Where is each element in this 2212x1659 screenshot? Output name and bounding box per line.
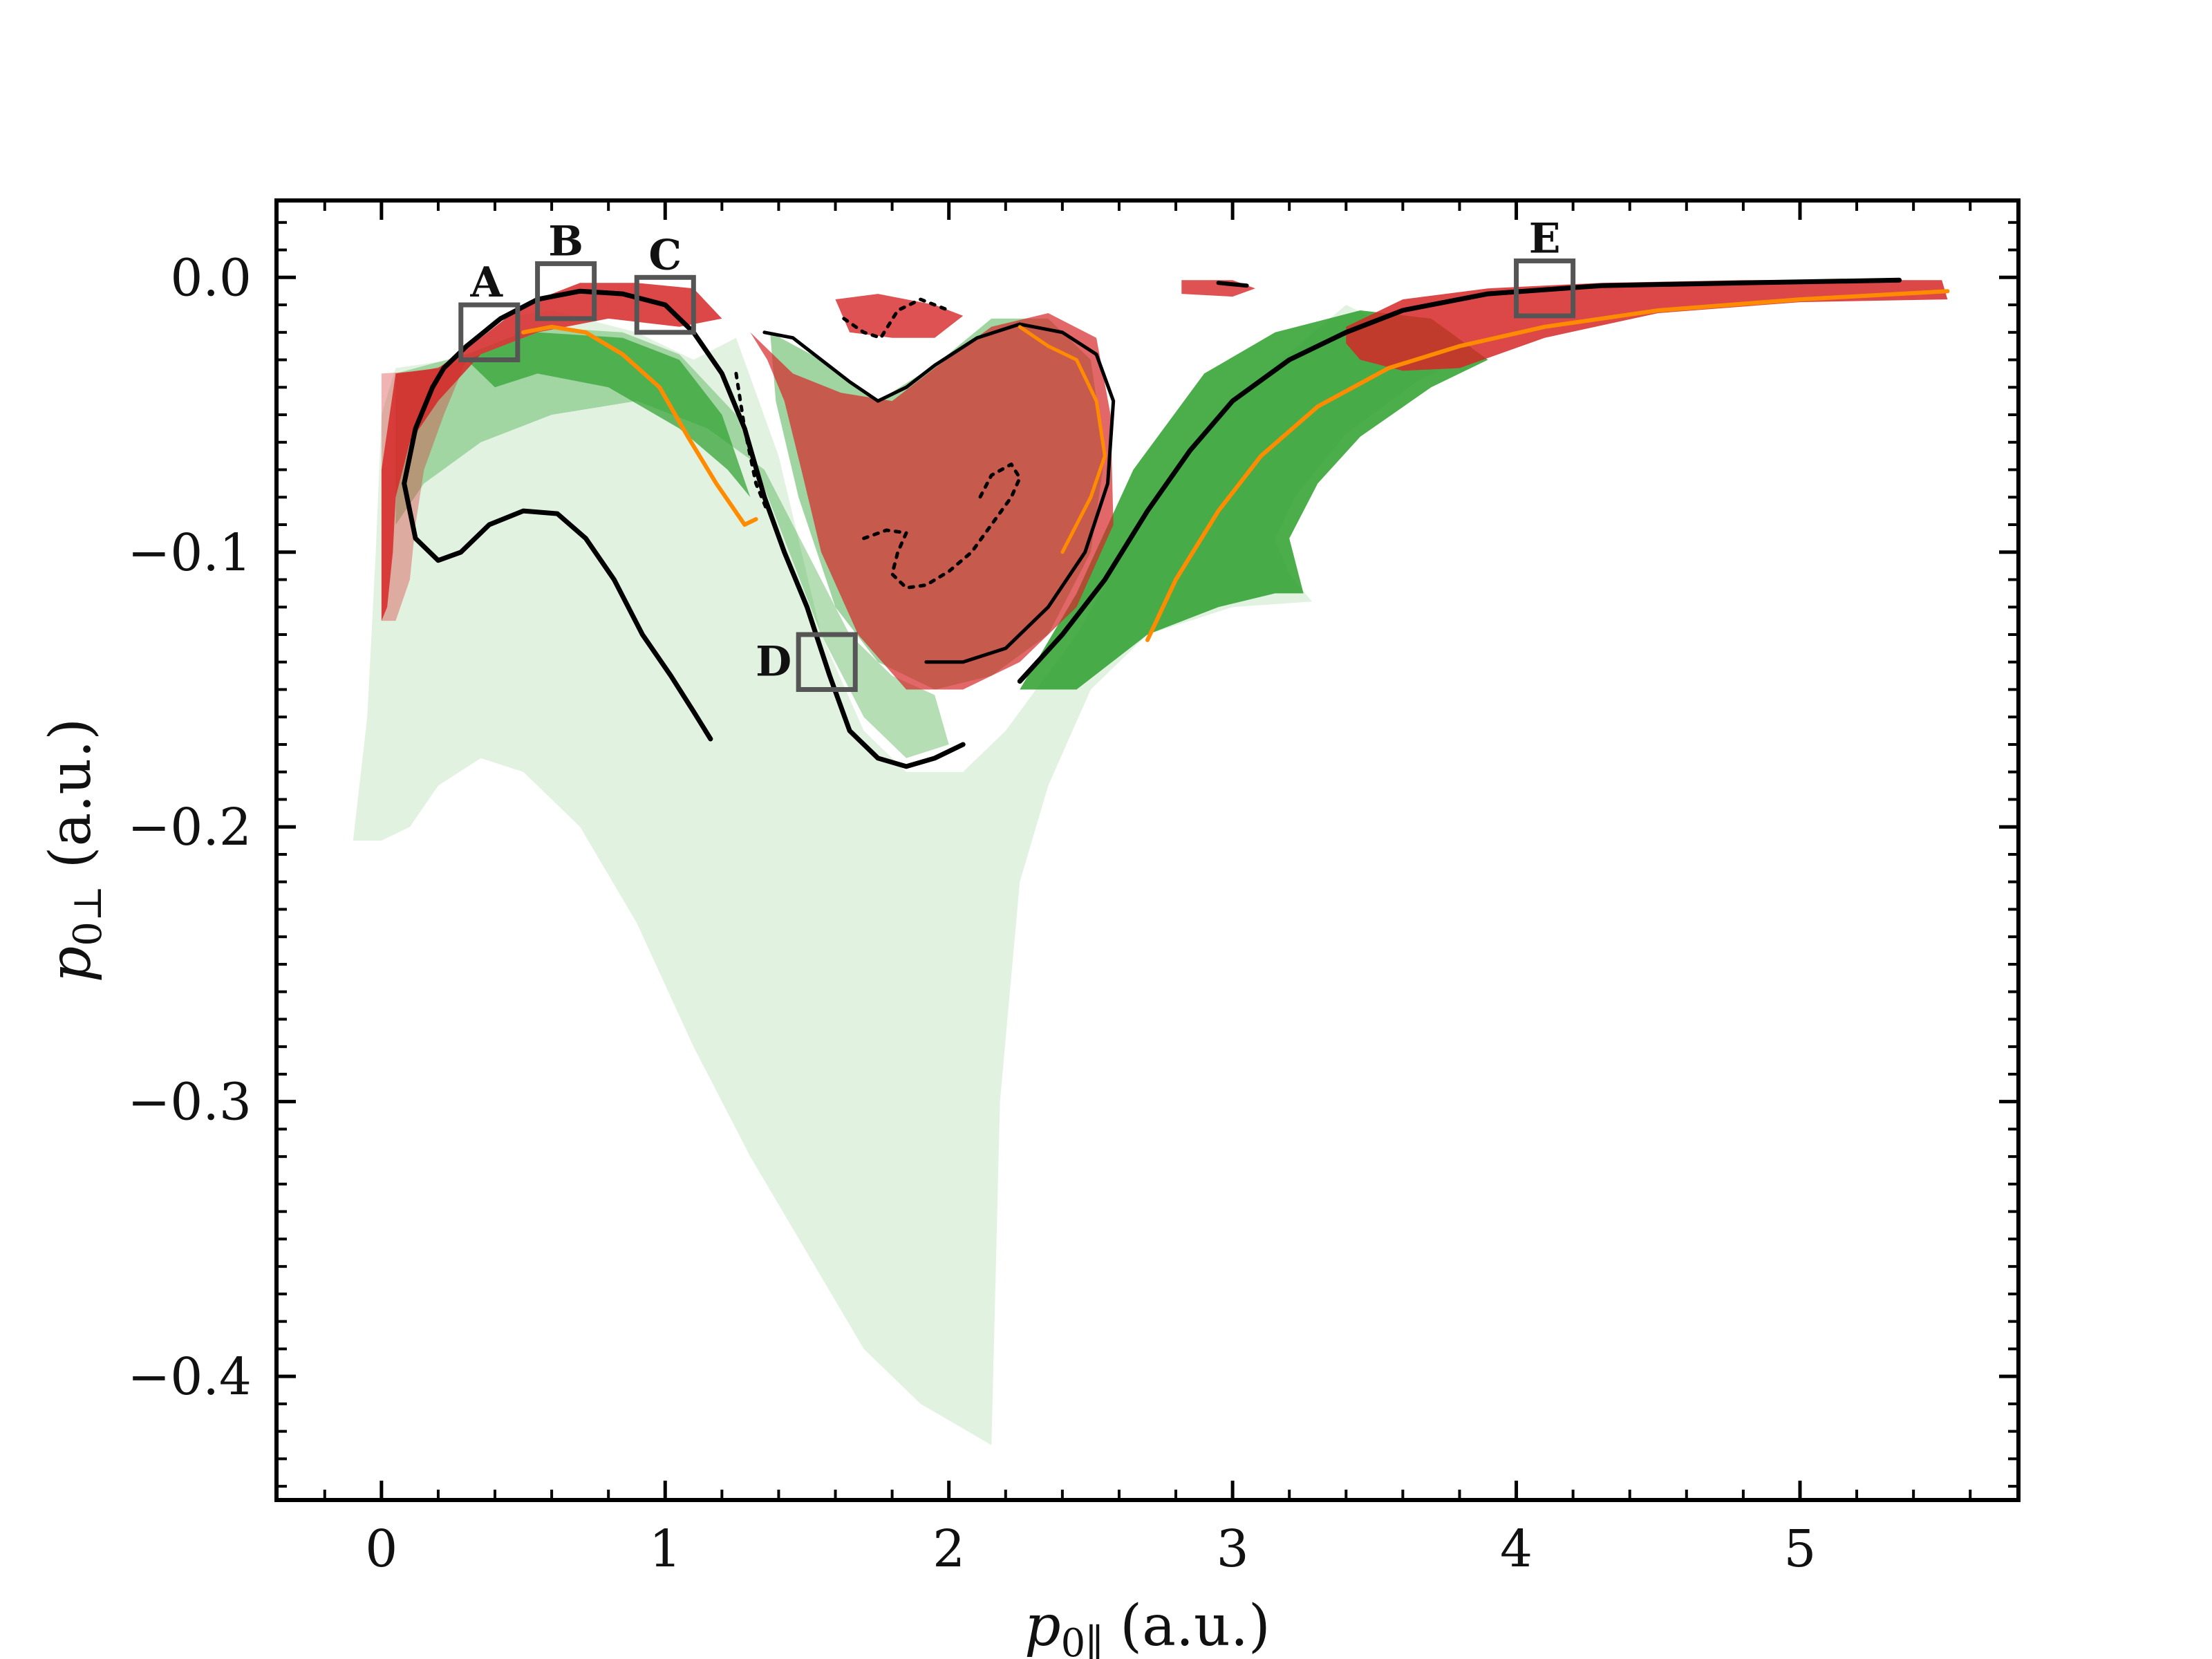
- trajectory-curves: [402, 277, 1950, 769]
- x-tick-label: 5: [1783, 1519, 1816, 1579]
- region-red-inner-rim: [750, 313, 1114, 690]
- x-axis-label-unit: (a.u.): [1120, 1593, 1271, 1659]
- annotation-box-B: [535, 261, 597, 321]
- region-green-band-right: [1020, 310, 1488, 690]
- annotation-box-E: [1514, 258, 1576, 319]
- x-tick-label: 2: [932, 1519, 965, 1579]
- annotation-boxes: AB C D E: [458, 214, 1576, 692]
- annotation-label-A: A: [470, 259, 504, 307]
- y-tick-label: −0.4: [127, 1347, 252, 1407]
- curve-orange-right: [1145, 289, 1950, 642]
- curve-black-left-dashed: [734, 371, 769, 513]
- x-tick-label: 4: [1500, 1519, 1533, 1579]
- plot-frame: [274, 198, 2021, 1502]
- curve-black-dashed-inner: [862, 462, 1022, 590]
- annotation-label-E: E: [1529, 214, 1561, 263]
- curve-orange-inner: [1018, 325, 1107, 554]
- annotation-box-A: [458, 302, 521, 363]
- x-tick-label: 3: [1217, 1519, 1249, 1579]
- annotation-box-C: [634, 274, 696, 335]
- curve-black-top: [430, 288, 966, 769]
- x-axis-label: p0∥ (a.u.): [1024, 1593, 1271, 1659]
- x-axis-label-main: p: [1024, 1593, 1061, 1659]
- y-tick-label: 0.0: [170, 248, 252, 308]
- y-axis-label-sub: 0⊥: [66, 885, 111, 946]
- region-red-right: [1346, 280, 1948, 371]
- curve-black-right: [1017, 277, 1902, 684]
- y-tick-label: −0.1: [127, 523, 252, 583]
- curve-black-loop: [402, 384, 713, 742]
- x-tick-label: 0: [365, 1519, 397, 1579]
- x-tick-label: 1: [649, 1519, 682, 1579]
- annotation-label-B: B: [548, 217, 583, 265]
- curve-orange-left: [521, 324, 758, 527]
- y-tick-label: −0.2: [127, 798, 252, 857]
- y-axis-label-unit: (a.u.): [38, 718, 104, 869]
- y-tick-label: −0.3: [127, 1073, 252, 1132]
- region-green-left-sliver: [467, 332, 751, 498]
- curve-black-speck: [1216, 281, 1249, 288]
- axis-ticks: 0 1 2 3 4 5 0.0 −0.1 −0.2 −0.3 −0.4: [127, 200, 2018, 1579]
- annotation-label-D: D: [756, 638, 791, 686]
- region-red-top-left-fade: [381, 359, 467, 621]
- curve-black-inner-rim: [762, 322, 1116, 664]
- annotation-label-C: C: [648, 231, 682, 279]
- region-red-top-left: [381, 283, 722, 621]
- y-axis-label-main: p: [38, 946, 104, 983]
- y-axis-label: p0⊥ (a.u.): [38, 718, 111, 983]
- x-axis-label-sub: 0∥: [1061, 1621, 1104, 1659]
- curve-black-top-small: [842, 297, 951, 340]
- annotation-box-D: [796, 632, 858, 692]
